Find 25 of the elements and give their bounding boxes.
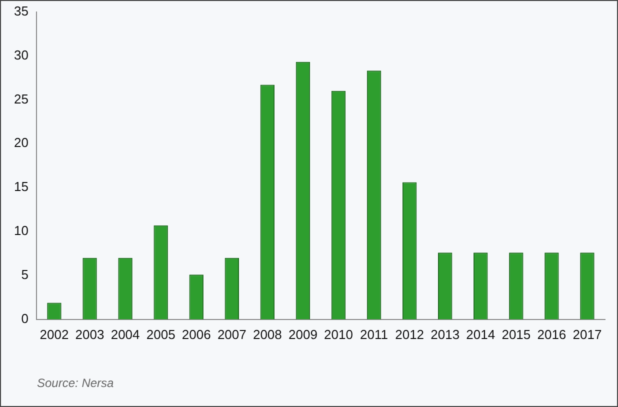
x-tick-label: 2010 xyxy=(324,326,353,342)
source-note: Source: Nersa xyxy=(37,376,114,390)
x-tick-label: 2011 xyxy=(360,326,388,342)
x-tick-label: 2002 xyxy=(40,326,69,342)
y-tick-label: 10 xyxy=(14,223,28,238)
y-tick-label: 25 xyxy=(14,91,28,106)
x-tick-label: 2014 xyxy=(466,326,496,342)
x-tick-label: 2013 xyxy=(430,326,460,342)
y-tick-label: 20 xyxy=(14,135,28,150)
x-tick-label: 2017 xyxy=(572,326,602,342)
x-tick-label: 2004 xyxy=(110,326,140,342)
x-tick-label: 2016 xyxy=(537,326,566,342)
y-tick-label: 15 xyxy=(14,179,28,194)
x-tick-label: 2005 xyxy=(146,326,176,342)
x-tick-label: 2012 xyxy=(395,326,424,342)
x-tick-label: 2008 xyxy=(252,326,282,342)
y-tick-label: 5 xyxy=(21,267,28,282)
x-tick-label: 2007 xyxy=(217,326,246,342)
x-tick-label: 2015 xyxy=(502,326,531,342)
x-tick-label: 2009 xyxy=(288,326,318,342)
x-tick-label: 2003 xyxy=(75,326,104,342)
x-tick-label: 2006 xyxy=(182,326,211,342)
y-tick-label: 30 xyxy=(14,47,28,62)
y-tick-label: 35 xyxy=(14,3,28,18)
y-tick-label: 0 xyxy=(21,310,28,326)
